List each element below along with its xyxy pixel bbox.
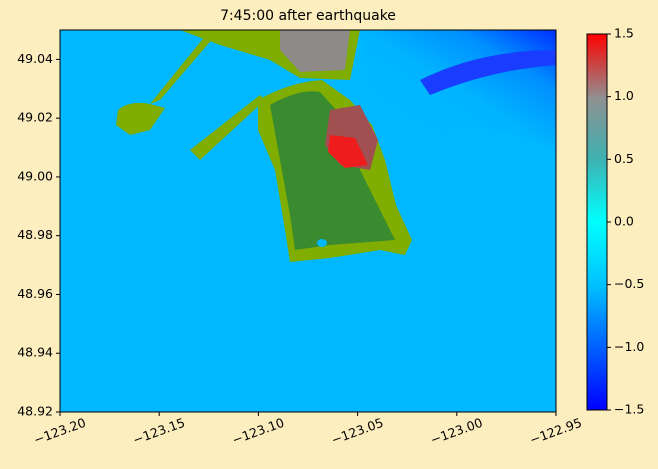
land-low [270,91,395,250]
land-high [280,30,350,72]
y-tick-label: 48.98 [17,227,53,242]
y-tick-label: 49.00 [17,168,53,183]
chart-title: 7:45:00 after earthquake [220,8,396,24]
colorbar-tick-label: 0.5 [614,151,634,166]
y-tick-label: 49.04 [17,51,53,66]
x-tick-label: −123.00 [428,415,484,448]
y-tick-label: 49.02 [17,110,53,125]
x-tick-label: −123.05 [329,415,385,448]
colorbar-tick-label: 0.0 [614,214,634,229]
x-tick-label: −123.10 [230,415,286,448]
deep-water [420,50,556,95]
y-tick-label: 48.96 [17,286,53,301]
x-tick-label: −123.20 [32,415,88,448]
y-tick-label: 48.94 [17,345,53,360]
colorbar-tick-label: −1.0 [614,339,644,354]
colorbar-tick-label: 1.5 [614,26,634,41]
colorbar [586,33,608,411]
colorbar-tick-label: −0.5 [614,276,644,291]
land [116,102,165,135]
land-high [328,135,368,168]
y-tick-label: 48.92 [17,404,53,419]
spit [150,30,220,104]
colorbar-tick-label: 1.0 [614,88,634,103]
colorbar-tick-label: −1.5 [614,402,644,417]
pond [317,239,327,247]
x-tick-label: −123.15 [131,415,187,448]
map [60,30,556,412]
x-tick-label: −122.95 [528,415,584,448]
spit [190,95,265,160]
plot-frame [59,29,557,413]
